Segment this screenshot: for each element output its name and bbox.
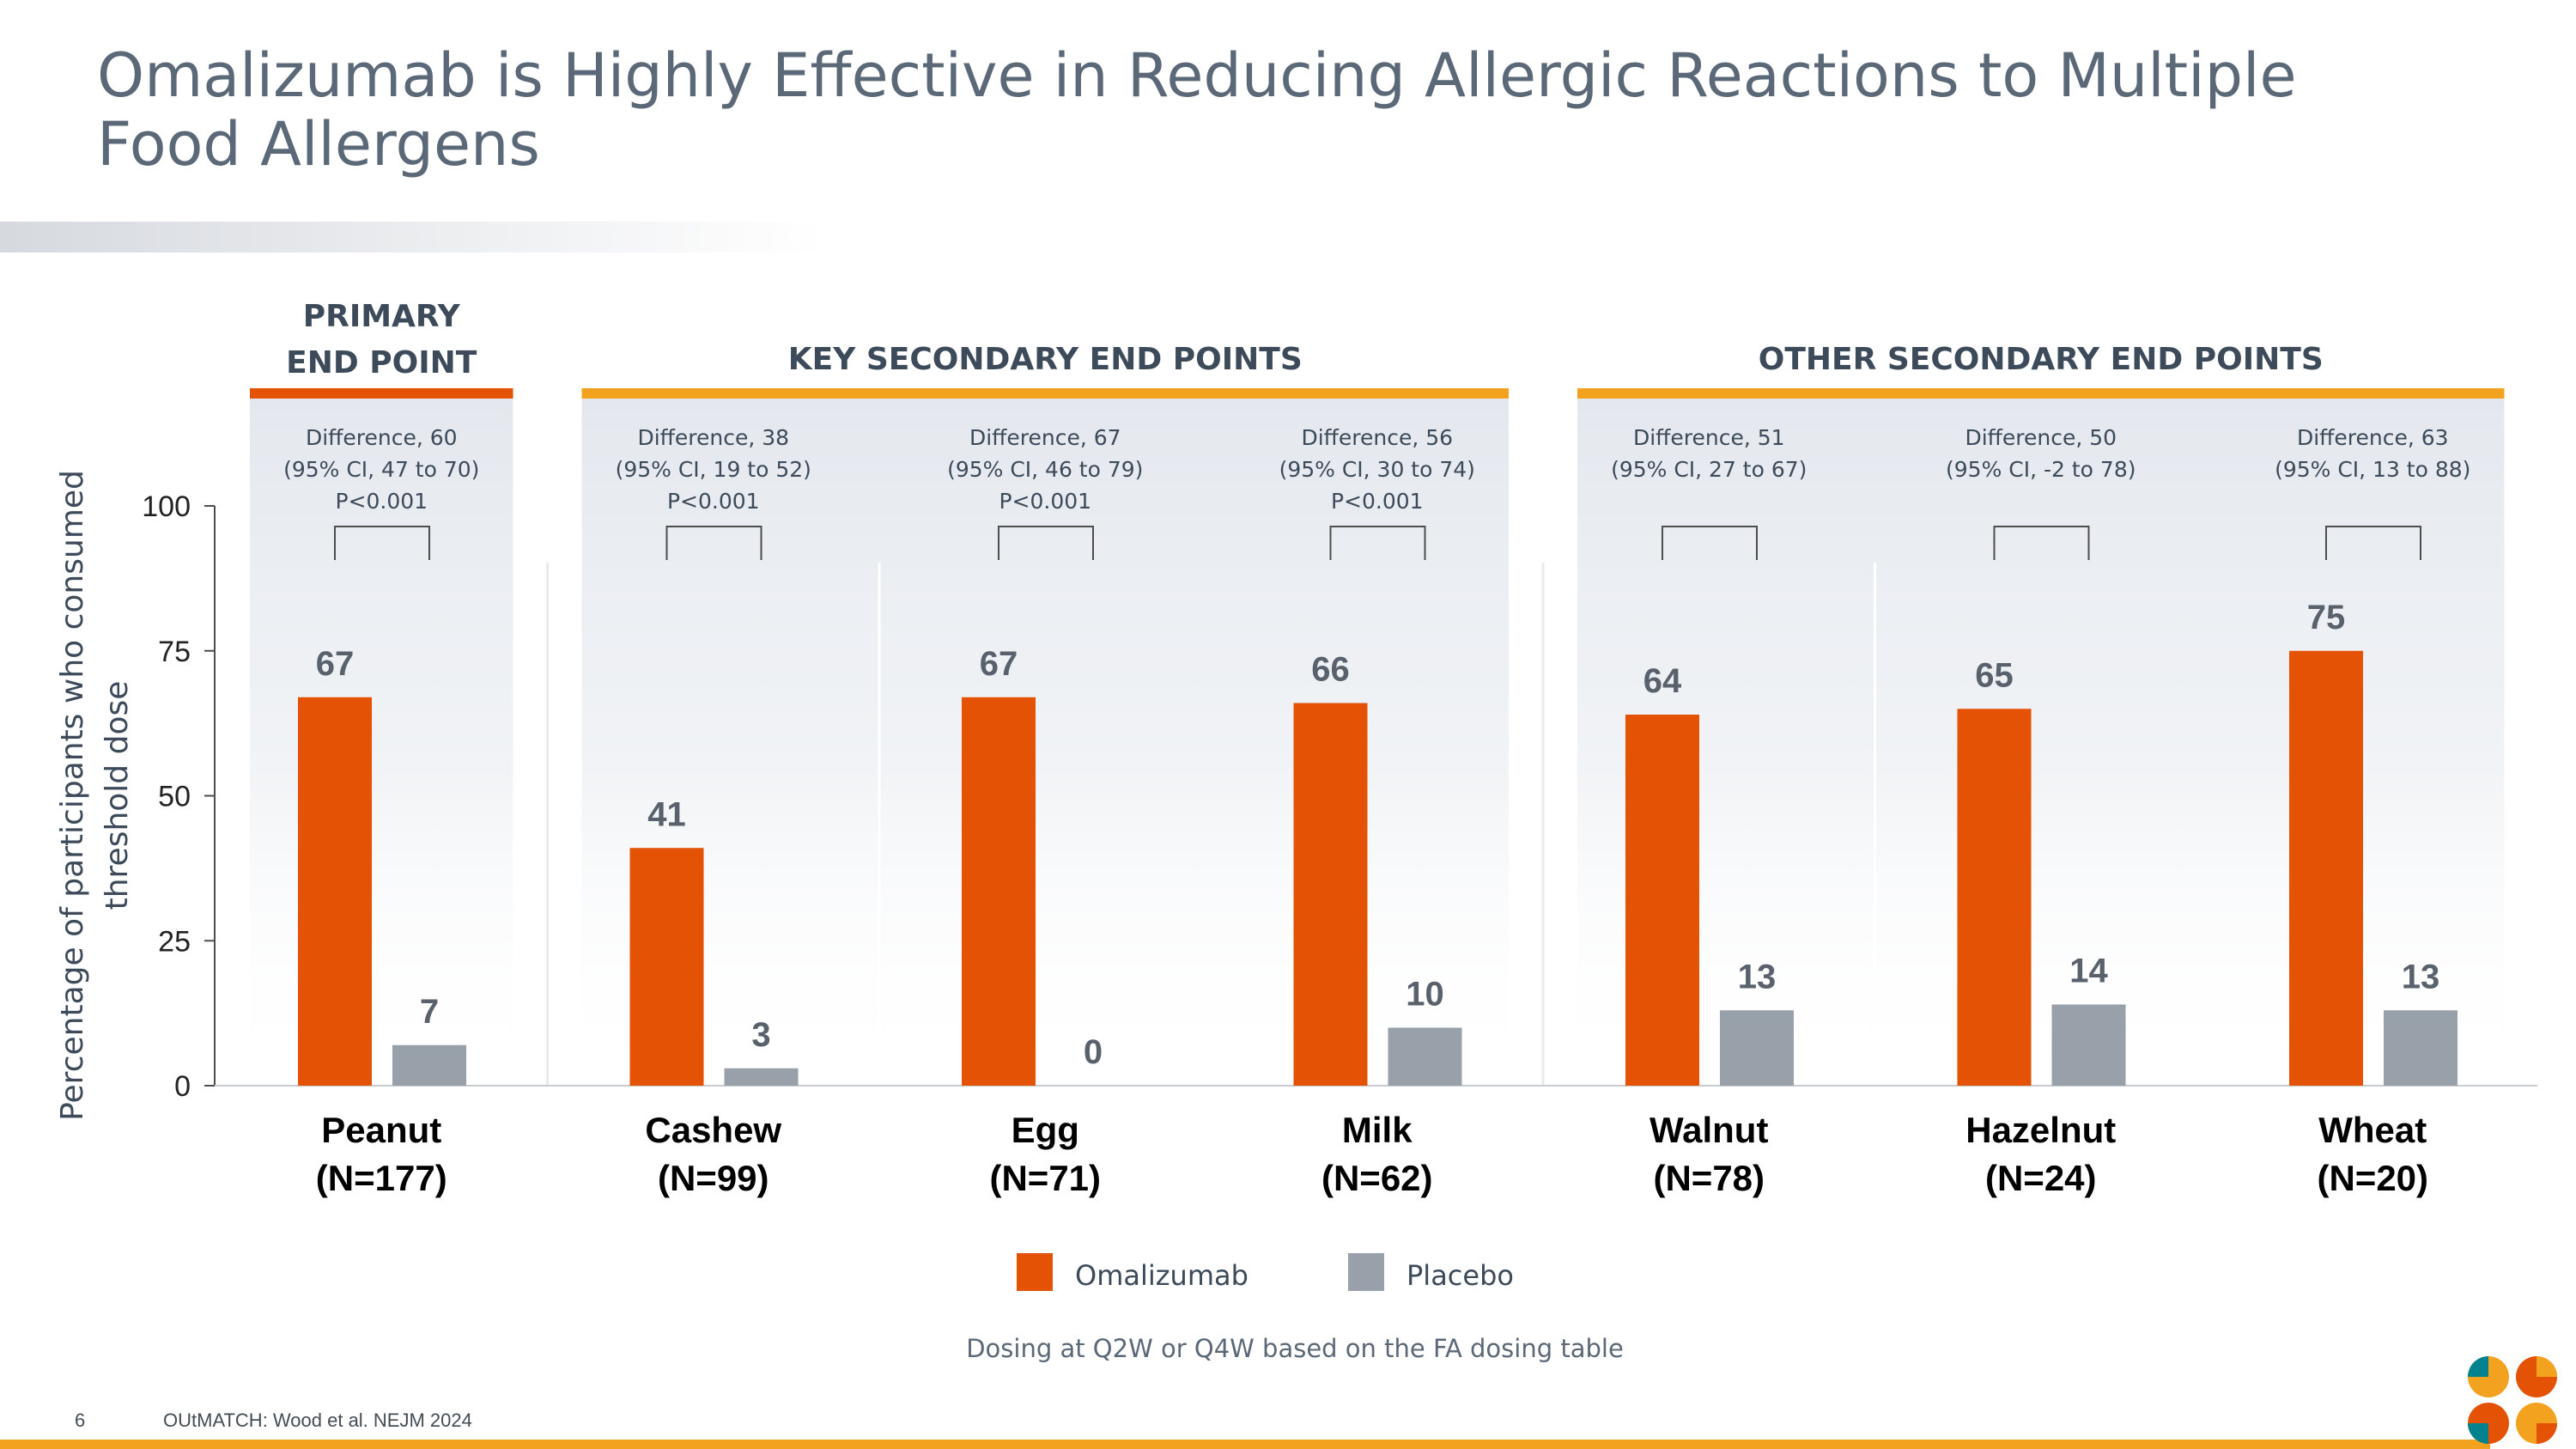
- y-tick-label: 50: [158, 781, 191, 813]
- bar-value-label: 3: [751, 1016, 770, 1054]
- category-n-label: (N=99): [658, 1158, 769, 1198]
- legend-swatch-placebo: [1348, 1253, 1384, 1291]
- category-label: Wheat: [2318, 1110, 2427, 1150]
- bar-value-label: 67: [980, 645, 1018, 683]
- group-label: KEY SECONDARY END POINTS: [788, 342, 1303, 377]
- legend-swatch-omalizumab: [1017, 1253, 1053, 1291]
- group-panel-2: [1577, 397, 2505, 1086]
- category-label: Walnut: [1649, 1110, 1768, 1150]
- bar-value-label: 10: [1406, 976, 1444, 1014]
- dosing-note: Dosing at Q2W or Q4W based on the FA dos…: [966, 1334, 1624, 1363]
- bar-chart: PRIMARY END POINT KEY SECONDARY END POINTS…: [55, 299, 2537, 1363]
- y-tick-label: 100: [142, 490, 191, 523]
- difference-annotation: (95% CI, 46 to 79): [947, 457, 1143, 482]
- bar-omalizumab: [629, 848, 704, 1086]
- difference-annotation: (95% CI, 13 to 88): [2275, 457, 2470, 482]
- group-panel-0: [250, 397, 513, 1086]
- significance-bracket: [1993, 526, 2090, 560]
- bar-value-label: 64: [1643, 662, 1682, 700]
- bar-placebo: [724, 1068, 799, 1086]
- brand-logo-icon: [2468, 1356, 2557, 1444]
- difference-annotation: P<0.001: [335, 489, 428, 514]
- significance-bracket: [998, 526, 1094, 560]
- significance-bracket: [334, 526, 430, 560]
- difference-annotation: (95% CI, 47 to 70): [283, 457, 479, 482]
- bar-placebo: [1720, 1010, 1794, 1086]
- group-header-bar-2: [1577, 388, 2505, 399]
- significance-bracket: [1662, 526, 1758, 560]
- category-label: Cashew: [645, 1110, 781, 1150]
- bar-placebo: [2051, 1004, 2126, 1086]
- y-tick-label: 25: [158, 925, 191, 958]
- category-n-label: (N=62): [1321, 1158, 1433, 1198]
- page-title: Omalizumab is Highly Effective in Reduci…: [97, 40, 2297, 180]
- difference-annotation: Difference, 60: [306, 425, 458, 450]
- category-label: Milk: [1342, 1110, 1413, 1150]
- category-n-label: (N=20): [2317, 1158, 2428, 1198]
- page-number: 6: [75, 1409, 86, 1431]
- difference-annotation: Difference, 67: [969, 425, 1121, 450]
- difference-annotation: P<0.001: [1331, 489, 1424, 514]
- bar-value-label: 13: [2402, 958, 2440, 995]
- bar-omalizumab: [962, 697, 1036, 1086]
- y-tick-label: 0: [174, 1070, 191, 1103]
- difference-annotation: (95% CI, -2 to 78): [1946, 457, 2136, 482]
- bar-omalizumab: [1293, 703, 1368, 1086]
- difference-annotation: Difference, 38: [637, 425, 789, 450]
- group-header-bar-1: [581, 388, 1509, 399]
- source-citation: OUtMATCH: Wood et al. NEJM 2024: [163, 1409, 472, 1431]
- bar-value-label: 14: [2069, 953, 2108, 990]
- y-axis-label: Percentage of participants who consumed: [55, 470, 90, 1121]
- group-label: END POINT: [286, 345, 477, 381]
- category-label: Peanut: [321, 1110, 441, 1150]
- difference-annotation: Difference, 56: [1301, 425, 1453, 450]
- difference-annotation: Difference, 50: [1965, 425, 2117, 450]
- bar-placebo: [1388, 1027, 1462, 1086]
- bar-value-label: 65: [1975, 656, 2014, 694]
- difference-annotation: Difference, 51: [1633, 425, 1785, 450]
- bar-value-label: 0: [1084, 1033, 1103, 1071]
- difference-annotation: (95% CI, 19 to 52): [616, 457, 811, 482]
- significance-bracket: [665, 526, 762, 560]
- bar-value-label: 41: [647, 795, 686, 833]
- bar-placebo: [2384, 1010, 2458, 1086]
- bar-omalizumab: [2289, 650, 2363, 1086]
- category-n-label: (N=78): [1653, 1158, 1765, 1198]
- difference-annotation: Difference, 63: [2297, 425, 2449, 450]
- bar-value-label: 13: [1738, 958, 1777, 995]
- difference-annotation: P<0.001: [667, 489, 760, 514]
- group-label: OTHER SECONDARY END POINTS: [1759, 342, 2324, 377]
- bar-placebo: [392, 1044, 466, 1086]
- title-underline-shadow: [0, 222, 824, 253]
- bar-value-label: 67: [316, 645, 355, 683]
- bar-omalizumab: [1625, 715, 1699, 1086]
- legend-label: Omalizumab: [1075, 1259, 1249, 1292]
- group-label: PRIMARY: [303, 299, 461, 334]
- category-n-label: (N=177): [316, 1158, 447, 1198]
- bar-omalizumab: [298, 697, 372, 1086]
- bar-value-label: 7: [420, 993, 439, 1031]
- y-tick-label: 75: [158, 636, 191, 668]
- legend-label: Placebo: [1406, 1259, 1514, 1292]
- bar-value-label: 75: [2307, 599, 2346, 636]
- difference-annotation: (95% CI, 27 to 67): [1611, 457, 1807, 482]
- bar-value-label: 66: [1311, 651, 1350, 689]
- significance-bracket: [2325, 526, 2421, 560]
- group-header-bar-0: [250, 388, 513, 399]
- category-n-label: (N=71): [989, 1158, 1101, 1198]
- difference-annotation: P<0.001: [999, 489, 1091, 514]
- category-n-label: (N=24): [1985, 1158, 2097, 1198]
- category-label: Hazelnut: [1965, 1110, 2116, 1150]
- y-axis-label: threshold dose: [100, 681, 135, 910]
- difference-annotation: (95% CI, 30 to 74): [1279, 457, 1475, 482]
- footer-accent-bar: [0, 1440, 2490, 1449]
- significance-bracket: [1329, 526, 1426, 560]
- category-label: Egg: [1012, 1110, 1079, 1150]
- bar-omalizumab: [1957, 709, 2032, 1086]
